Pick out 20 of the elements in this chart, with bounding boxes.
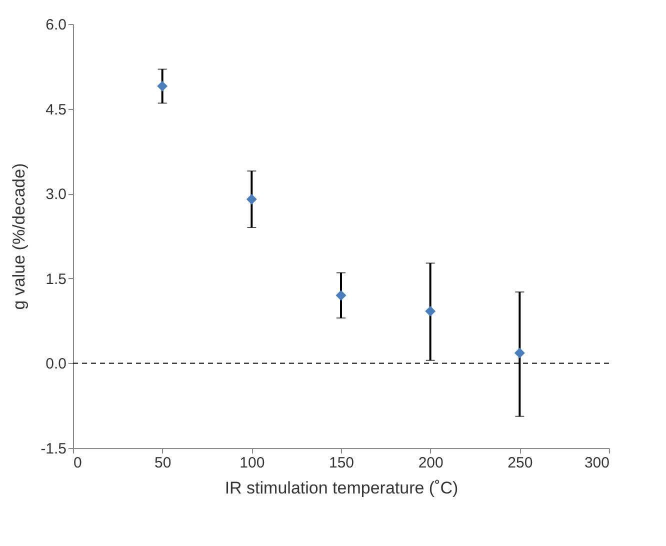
point bbox=[336, 290, 346, 301]
x-tick-label: 300 bbox=[584, 454, 610, 472]
point bbox=[157, 80, 168, 92]
y-tick-label: 3.0 bbox=[46, 186, 66, 204]
x-tick-label: 200 bbox=[418, 454, 444, 472]
point bbox=[246, 194, 257, 204]
y-tick-label: -1.5 bbox=[40, 440, 66, 458]
x-tick-label: 100 bbox=[240, 454, 265, 472]
x-tick-label: 50 bbox=[154, 454, 172, 472]
y-tick-label: 1.5 bbox=[46, 270, 66, 288]
x-tick-label: 250 bbox=[508, 454, 533, 472]
x-tick-label: 0 bbox=[74, 454, 82, 472]
point bbox=[425, 306, 436, 316]
x-tick-label: 150 bbox=[328, 454, 354, 472]
y-axis-title: g value (%/decade) bbox=[10, 163, 29, 310]
x-axis-title: IR stimulation temperature (˚C) bbox=[224, 478, 458, 498]
y-tick-label: 6.0 bbox=[46, 16, 66, 34]
y-tick-label: 0.0 bbox=[46, 356, 66, 373]
point bbox=[514, 348, 525, 358]
y-tick-label: 4.5 bbox=[46, 101, 66, 118]
